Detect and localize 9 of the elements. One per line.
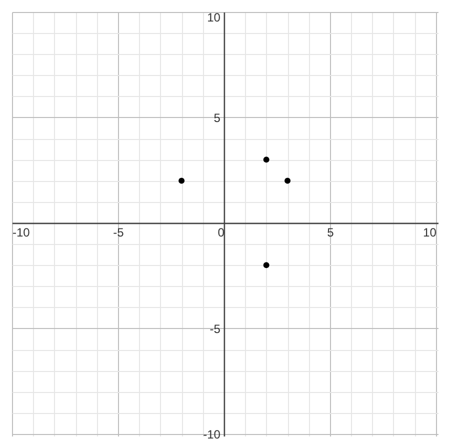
y-tick-label: -5	[210, 322, 221, 336]
y-tick-label: -10	[203, 427, 221, 442]
x-tick-label: 0	[218, 225, 225, 240]
x-tick-label: -10	[12, 225, 30, 240]
x-tick-label: -5	[113, 225, 124, 240]
y-tick-label: 10	[207, 10, 221, 24]
y-tick-label: 5	[214, 110, 221, 125]
x-tick-label: 5	[327, 225, 334, 240]
x-tick-label: 10	[423, 225, 437, 240]
